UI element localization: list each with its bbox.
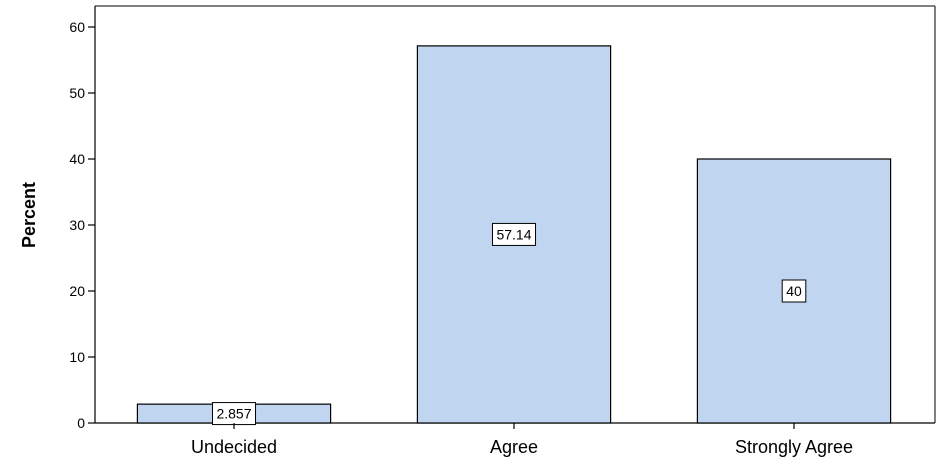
data-labels-group: 2.857 57.14 40 xyxy=(211,222,807,426)
y-tick-label: 30 xyxy=(69,217,85,233)
y-tick-label: 20 xyxy=(69,283,85,299)
y-tick-label: 10 xyxy=(69,349,85,365)
y-tick-label: 60 xyxy=(69,19,85,35)
y-axis: 0 10 20 30 40 50 60 xyxy=(69,19,95,431)
data-label-text: 2.857 xyxy=(216,406,251,422)
data-label-box xyxy=(781,279,807,303)
y-tick-label: 40 xyxy=(69,151,85,167)
data-label: 57.14 xyxy=(491,222,537,246)
x-axis: Undecided Agree Strongly Agree xyxy=(191,423,853,457)
data-label-box xyxy=(491,222,537,246)
data-label-text: 40 xyxy=(786,283,802,299)
y-tick-label: 50 xyxy=(69,85,85,101)
y-tick-label: 0 xyxy=(77,415,85,431)
y-axis-title: Percent xyxy=(19,182,39,248)
data-label-text: 57.14 xyxy=(496,226,531,242)
x-tick-label: Undecided xyxy=(191,437,277,457)
x-tick-label: Strongly Agree xyxy=(735,437,853,457)
data-label: 40 xyxy=(781,279,807,303)
data-label: 2.857 xyxy=(211,402,257,426)
x-tick-label: Agree xyxy=(490,437,538,457)
